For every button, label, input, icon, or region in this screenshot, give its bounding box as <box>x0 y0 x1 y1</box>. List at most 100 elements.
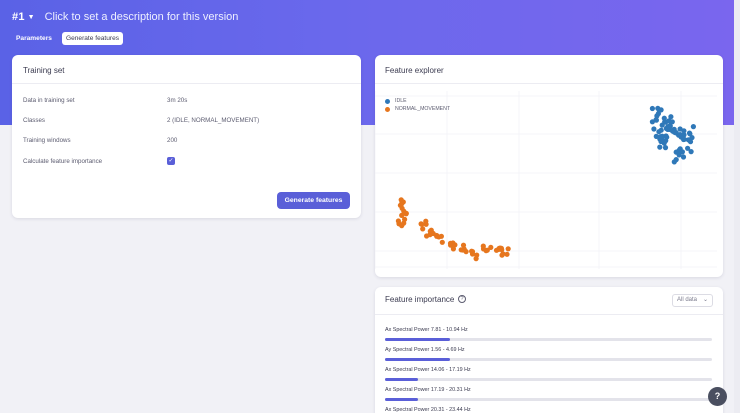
normal-movement-point[interactable] <box>398 197 404 203</box>
feature-importance-bar-fill <box>385 398 418 401</box>
data-in-training-set-label: Data in training set <box>23 97 75 104</box>
feature-importance-bar-fill <box>385 358 450 361</box>
scrollbar[interactable] <box>734 0 740 413</box>
generate-features-button[interactable]: Generate features <box>277 192 350 209</box>
feature-importance-label: Ax Spectral Power 20.31 - 23.44 Hz <box>385 407 471 413</box>
feature-explorer-title: Feature explorer <box>385 66 444 75</box>
card-divider <box>12 83 361 84</box>
normal-movement-point[interactable] <box>473 256 479 262</box>
card-divider <box>375 83 723 84</box>
idle-point[interactable] <box>664 134 670 140</box>
legend-dot <box>385 106 390 112</box>
normal-movement-point[interactable] <box>402 216 408 222</box>
normal-movement-point[interactable] <box>499 247 505 253</box>
info-icon[interactable]: ? <box>458 295 466 303</box>
tab-generate-features[interactable]: Generate features <box>61 32 124 45</box>
legend-dot <box>385 98 390 104</box>
idle-point[interactable] <box>677 132 683 138</box>
normal-movement-point[interactable] <box>460 247 466 253</box>
idle-point[interactable] <box>651 126 657 132</box>
idle-point[interactable] <box>687 131 693 137</box>
normal-movement-point[interactable] <box>399 205 405 211</box>
training-windows-value: 200 <box>167 137 178 144</box>
feature-importance-card: Feature importance ? All data ⌄ Ax Spect… <box>375 287 723 413</box>
normal-movement-point[interactable] <box>452 242 458 248</box>
version-selector[interactable]: #1 ▼ Click to set a description for this… <box>12 11 238 23</box>
normal-movement-point[interactable] <box>419 221 425 227</box>
calculate-feature-importance-label: Calculate feature importance <box>23 158 103 165</box>
idle-point[interactable] <box>685 145 691 151</box>
page-tabs: Parameters Generate features <box>12 32 124 45</box>
feature-importance-title: Feature importance <box>385 295 455 304</box>
idle-point[interactable] <box>681 136 687 143</box>
legend-item-idle[interactable]: IDLE <box>385 98 407 104</box>
classes-value: 2 (IDLE, NORMAL_MOVEMENT) <box>167 117 260 124</box>
feature-scatter-plot[interactable] <box>375 55 723 277</box>
idle-point[interactable] <box>681 128 687 134</box>
data-in-training-set-value: 3m 20s <box>167 97 188 104</box>
training-set-title: Training set <box>23 66 65 75</box>
idle-point[interactable] <box>673 130 679 136</box>
feature-importance-bar-track <box>385 398 712 401</box>
caret-down-icon[interactable]: ▼ <box>27 14 35 21</box>
normal-movement-point[interactable] <box>469 248 475 254</box>
feature-importance-label: Ax Spectral Power 17.19 - 20.31 Hz <box>385 387 471 393</box>
chevron-down-icon: ⌄ <box>702 297 708 303</box>
idle-point[interactable] <box>673 157 679 163</box>
normal-movement-point[interactable] <box>420 226 426 232</box>
idle-point[interactable] <box>659 133 665 139</box>
feature-importance-label: Ax Spectral Power 7.81 - 10.94 Hz <box>385 327 468 333</box>
idle-point[interactable] <box>658 127 664 133</box>
card-divider <box>375 314 723 315</box>
feature-importance-label: Ay Spectral Power 1.56 - 4.69 Hz <box>385 347 465 353</box>
normal-movement-point[interactable] <box>423 218 429 224</box>
normal-movement-point[interactable] <box>436 234 442 240</box>
normal-movement-point[interactable] <box>450 246 456 252</box>
normal-movement-point[interactable] <box>488 244 494 250</box>
idle-point[interactable] <box>658 138 664 145</box>
idle-point[interactable] <box>662 145 669 151</box>
idle-point[interactable] <box>668 114 674 120</box>
feature-importance-bar-fill <box>385 338 450 341</box>
idle-point[interactable] <box>673 149 679 155</box>
normal-movement-point[interactable] <box>399 212 405 218</box>
normal-movement-point[interactable] <box>500 251 506 257</box>
version-number[interactable]: #1 <box>12 11 25 23</box>
idle-point[interactable] <box>680 154 687 160</box>
legend-label-idle: IDLE <box>395 98 407 104</box>
feature-importance-label: Ax Spectral Power 14.06 - 17.19 Hz <box>385 367 471 373</box>
legend-item-normal-movement[interactable]: NORMAL_MOVEMENT <box>385 106 450 112</box>
idle-point[interactable] <box>653 117 659 123</box>
idle-point[interactable] <box>687 137 693 143</box>
idle-point[interactable] <box>658 107 664 113</box>
training-set-card: Training set Data in training set 3m 20s… <box>12 55 361 218</box>
idle-point[interactable] <box>661 115 667 121</box>
importance-filter-select[interactable]: All data ⌄ <box>672 294 713 307</box>
normal-movement-point[interactable] <box>427 228 433 234</box>
normal-movement-point[interactable] <box>483 248 489 254</box>
idle-point[interactable] <box>649 105 655 112</box>
idle-point[interactable] <box>690 124 696 130</box>
tab-parameters[interactable]: Parameters <box>16 35 52 42</box>
feature-importance-bar-track <box>385 378 712 381</box>
help-button[interactable]: ? <box>708 387 727 406</box>
series-normal-movement <box>395 197 511 262</box>
calculate-feature-importance-checkbox[interactable]: ✓ <box>167 157 175 165</box>
normal-movement-point[interactable] <box>396 221 402 227</box>
idle-point[interactable] <box>688 149 694 155</box>
classes-label: Classes <box>23 117 46 124</box>
normal-movement-point[interactable] <box>504 251 510 257</box>
version-description[interactable]: Click to set a description for this vers… <box>44 11 239 23</box>
idle-point[interactable] <box>668 119 674 125</box>
training-windows-label: Training windows <box>23 137 71 144</box>
idle-point[interactable] <box>655 111 661 117</box>
normal-movement-point[interactable] <box>460 242 467 248</box>
normal-movement-point[interactable] <box>505 246 511 252</box>
normal-movement-point[interactable] <box>439 239 445 245</box>
idle-point[interactable] <box>653 133 659 139</box>
feature-importance-bar-track <box>385 338 712 341</box>
feature-importance-bar-track <box>385 358 712 361</box>
idle-point[interactable] <box>657 144 663 150</box>
idle-point[interactable] <box>667 123 673 129</box>
feature-importance-bar-fill <box>385 378 418 381</box>
